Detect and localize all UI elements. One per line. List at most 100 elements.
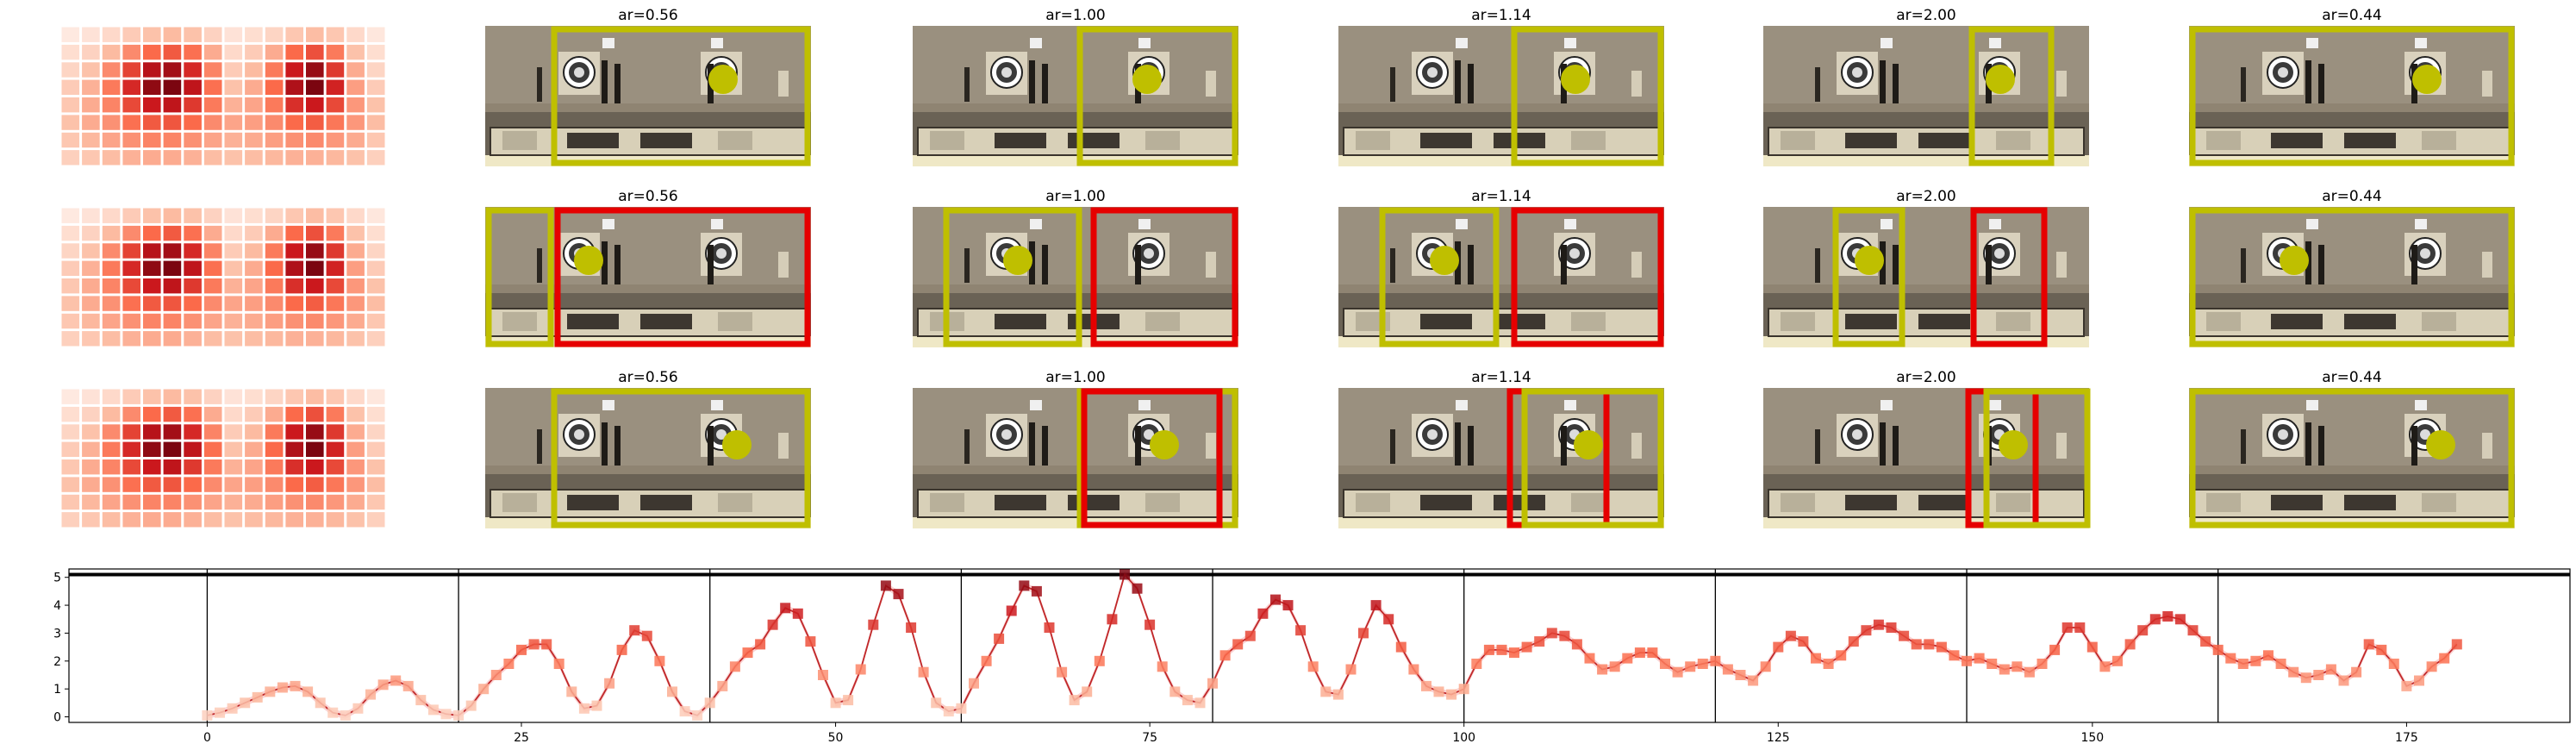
data-point <box>553 659 564 669</box>
panel-title: ar=1.14 <box>1471 188 1531 205</box>
data-point <box>1145 619 1156 630</box>
heatmap-cell <box>82 296 100 311</box>
heatmap-cell <box>306 44 324 60</box>
heatmap-cell <box>163 150 182 166</box>
y-tick-label: 0 <box>53 711 61 725</box>
panel-title: ar=1.00 <box>1045 7 1106 24</box>
heatmap-cell <box>184 494 202 510</box>
heatmap-cell <box>203 331 222 347</box>
heatmap-cell <box>203 132 222 148</box>
heatmap-cell <box>285 225 303 241</box>
heatmap-cell <box>122 512 140 528</box>
heatmap-cell <box>203 296 222 311</box>
heatmap-cell <box>61 441 80 457</box>
heatmap-cell <box>306 313 324 329</box>
heatmap-cell <box>184 278 202 294</box>
heatmap-cell <box>184 150 202 166</box>
heatmap-cell <box>143 79 161 95</box>
heatmap-cell <box>245 512 263 528</box>
data-point <box>2325 664 2336 675</box>
heatmap-cell <box>224 260 243 276</box>
heatmap-cell <box>346 389 365 404</box>
heatmap-cell <box>82 79 100 95</box>
data-point <box>792 608 803 619</box>
x-tick-label: 175 <box>2395 731 2418 745</box>
heatmap-cell <box>285 115 303 130</box>
panel-title: ar=1.14 <box>1471 7 1531 24</box>
archery-photo <box>484 206 812 348</box>
heatmap-cell <box>143 132 161 148</box>
data-point <box>2074 622 2086 633</box>
heatmap-cell <box>346 296 365 311</box>
heatmap-cell <box>366 27 385 42</box>
heatmap-cell <box>366 389 385 404</box>
heatmap-cell <box>245 406 263 422</box>
data-point <box>303 686 314 697</box>
red-bounding-box <box>1081 388 1223 528</box>
y-tick-label: 1 <box>53 683 61 697</box>
heatmap-cell <box>265 494 284 510</box>
data-point <box>202 709 213 721</box>
data-point <box>490 670 502 680</box>
heatmap-cell <box>366 313 385 329</box>
heatmap-cell <box>102 313 121 329</box>
heatmap-cell <box>163 477 182 492</box>
heatmap-cell <box>326 132 345 148</box>
heatmap-cell <box>265 296 284 311</box>
data-point <box>541 639 552 650</box>
heatmap-cell <box>245 260 263 276</box>
archery-photo <box>912 206 1239 348</box>
data-point <box>2086 641 2098 653</box>
heatmap-cell <box>326 97 345 113</box>
data-point <box>528 639 540 650</box>
data-point <box>2338 675 2349 686</box>
heatmap-cell <box>366 441 385 457</box>
heatmap-cell <box>224 27 243 42</box>
data-point <box>1169 686 1181 697</box>
heatmap-cell <box>366 44 385 60</box>
heatmap-cell <box>82 115 100 130</box>
heatmap-cell <box>143 44 161 60</box>
heatmap-cell <box>366 62 385 78</box>
heatmap-cell <box>366 406 385 422</box>
heatmap-cell <box>184 459 202 475</box>
heatmap-cell <box>163 278 182 294</box>
heatmap-cell <box>245 389 263 404</box>
heatmap-cell <box>366 150 385 166</box>
heatmap-cell <box>203 459 222 475</box>
heatmap-cell <box>326 296 345 311</box>
heatmap-cell <box>203 243 222 259</box>
heatmap-cell <box>306 389 324 404</box>
heatmap-cell <box>306 512 324 528</box>
panel-title: ar=0.44 <box>2322 7 2382 24</box>
data-point <box>2388 659 2399 669</box>
heatmap-cell <box>224 441 243 457</box>
data-point <box>265 686 276 697</box>
data-point <box>2401 680 2412 691</box>
panel-title: ar=1.00 <box>1045 188 1106 205</box>
heatmap-cell <box>245 27 263 42</box>
data-point <box>1509 647 1519 659</box>
heatmap-cell <box>224 243 243 259</box>
data-point <box>1571 639 1582 650</box>
panel-r2-c4: ar=1.14 <box>1338 188 1665 348</box>
data-point <box>1395 641 1407 653</box>
heatmap-cell <box>245 62 263 78</box>
gaze-marker <box>722 430 752 459</box>
red-bounding-box <box>1090 207 1238 347</box>
heatmap-cell <box>366 225 385 241</box>
heatmap-cell <box>285 441 303 457</box>
heatmap-cell <box>143 260 161 276</box>
data-point <box>1433 686 1444 697</box>
bottom-line-chart: 0 25 50 75 100 125 150 175 0 1 2 3 4 5 <box>53 568 2571 745</box>
data-point <box>1798 636 1809 647</box>
heatmap-cell <box>184 27 202 42</box>
heatmap-cell <box>102 296 121 311</box>
data-point <box>1559 630 1570 641</box>
heatmap-cell <box>163 62 182 78</box>
panel-title: ar=1.00 <box>1045 369 1106 386</box>
heatmap-cell <box>326 62 345 78</box>
heatmap-cell <box>366 459 385 475</box>
heatmap-cell <box>326 459 345 475</box>
data-point <box>1848 636 1859 647</box>
